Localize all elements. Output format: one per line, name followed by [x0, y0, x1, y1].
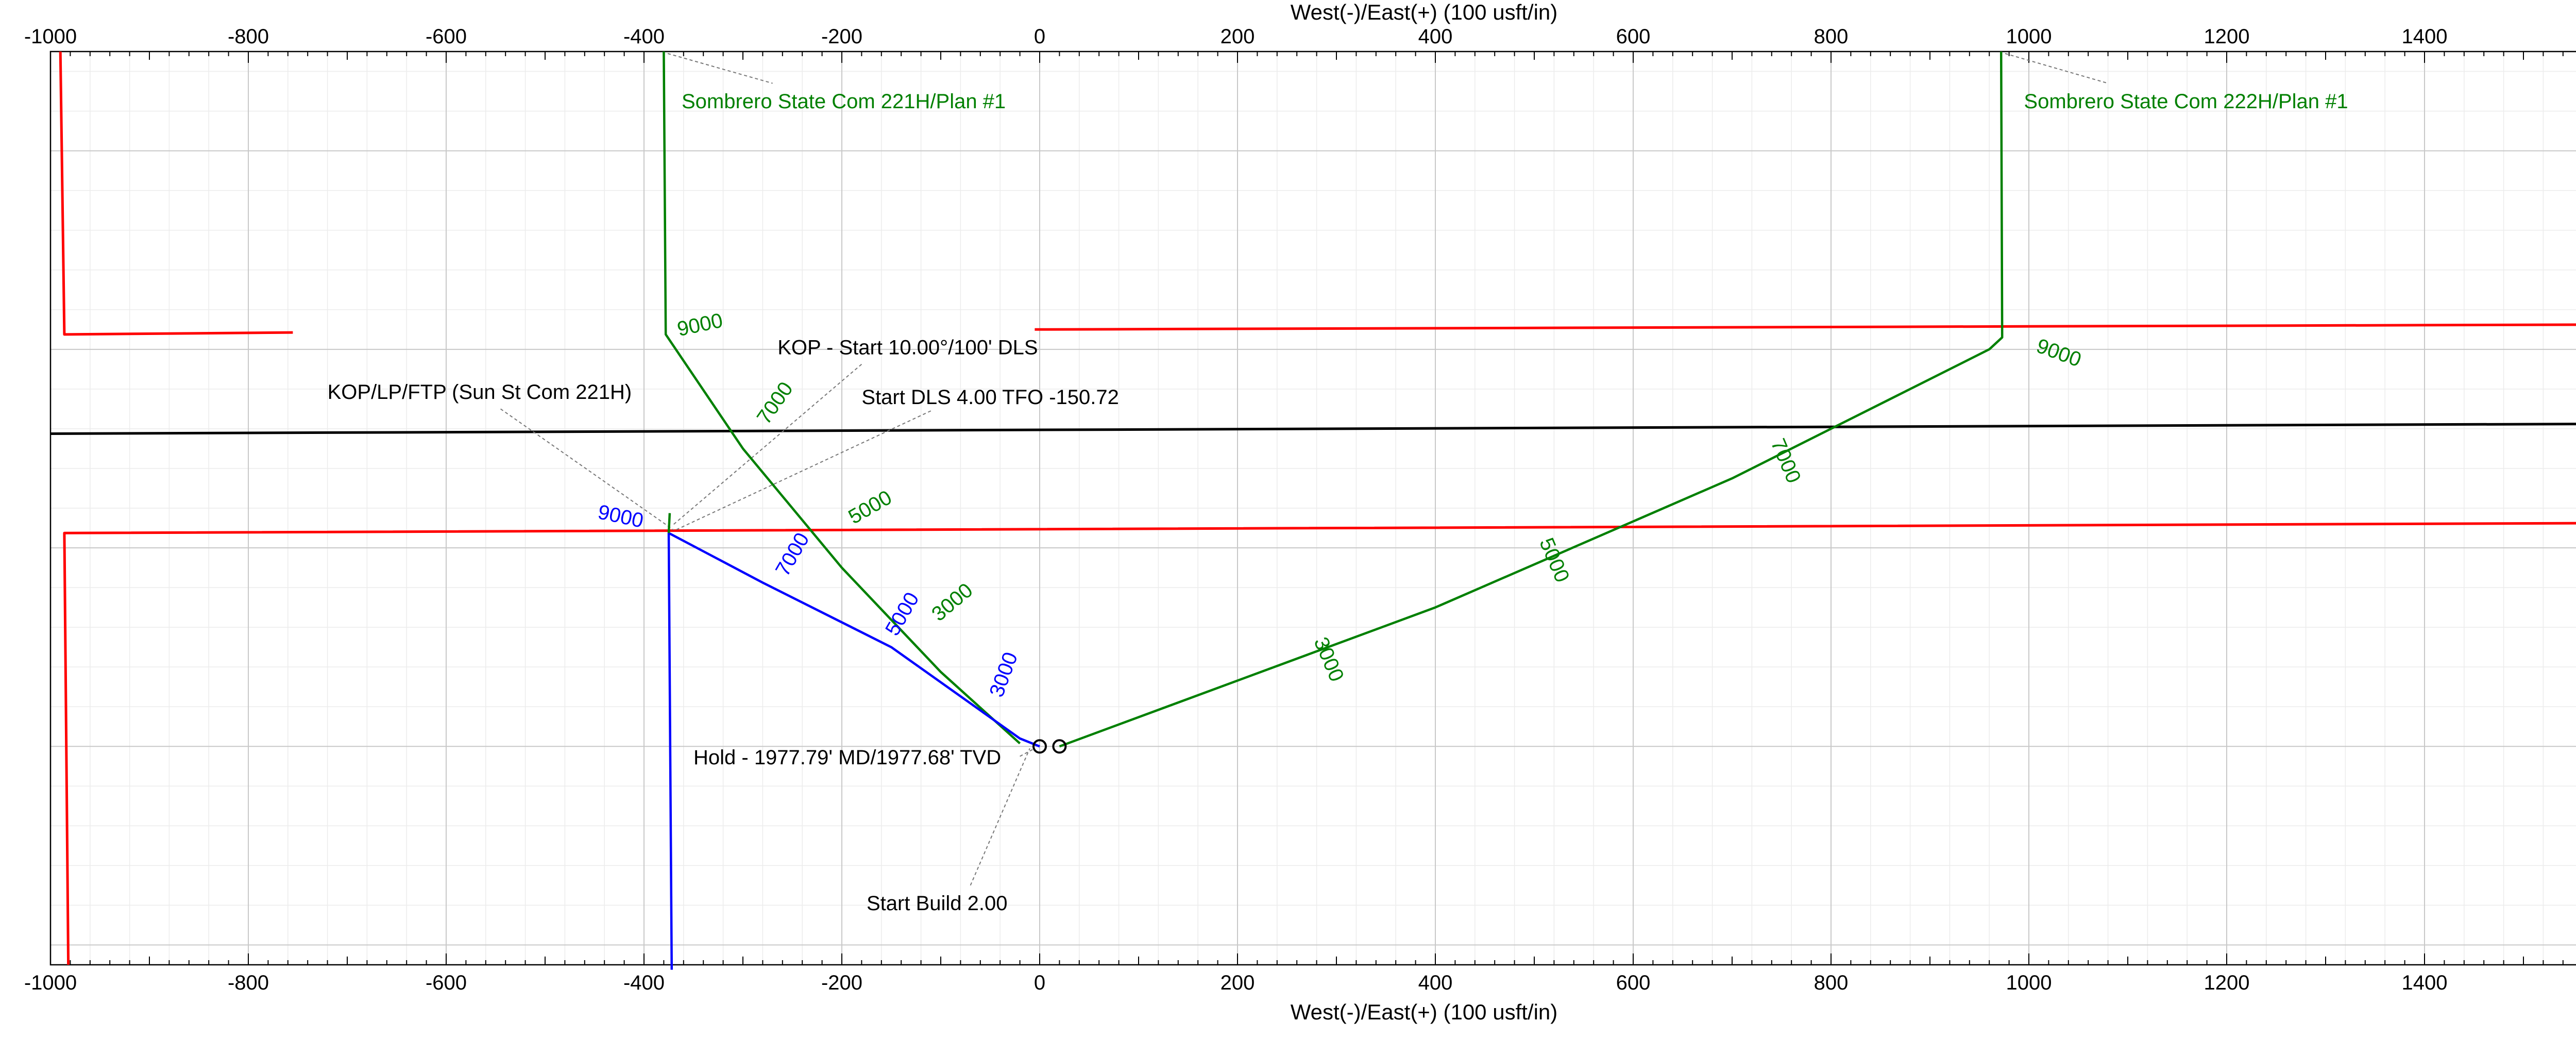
- annotation-leader: [675, 410, 931, 531]
- x-tick-label-bottom: -200: [821, 971, 862, 994]
- annotation-label: Start DLS 4.00 TFO -150.72: [861, 386, 1119, 409]
- x-tick-label-top: 800: [1814, 25, 1849, 48]
- offset-well-path: [1059, 51, 2004, 748]
- x-tick-label-bottom: -800: [228, 971, 269, 994]
- x-tick-label-top: -400: [623, 25, 665, 48]
- annotation-leader: [671, 363, 862, 527]
- well-label-leader: [2005, 53, 2108, 84]
- x-tick-label-bottom: -400: [623, 971, 665, 994]
- x-tick-label-top: 600: [1616, 25, 1651, 48]
- reference-line: [50, 423, 2576, 435]
- x-tick-label-top: 1400: [2402, 25, 2448, 48]
- subject-well-path: [667, 531, 1040, 970]
- x-axis-title-top: West(-)/East(+) (100 usft/in): [1291, 0, 1558, 24]
- boundary-line: [59, 51, 293, 336]
- boundary-line: [1035, 323, 2576, 331]
- well-name-label: Sombrero State Com 222H/Plan #1: [2024, 90, 2348, 113]
- x-tick-label-top: 200: [1221, 25, 1255, 48]
- md-depth-label: 7000: [771, 529, 814, 580]
- x-tick-label-bottom: 200: [1221, 971, 1255, 994]
- annotation-label: KOP - Start 10.00°/100' DLS: [777, 336, 1038, 359]
- md-depth-label: 5000: [881, 589, 924, 640]
- md-depth-label: 3000: [985, 649, 1022, 700]
- md-depth-label: 9000: [675, 309, 725, 341]
- x-tick-label-top: -800: [228, 25, 269, 48]
- annotation-label: KOP/LP/FTP (Sun St Com 221H): [328, 381, 632, 404]
- x-tick-label-top: 400: [1418, 25, 1453, 48]
- x-tick-label-top: 1200: [2204, 25, 2250, 48]
- surface-location-marker: [1052, 739, 1067, 754]
- md-depth-label: 9000: [2033, 334, 2084, 372]
- axis-ticks: [50, 52, 2564, 965]
- x-tick-label-bottom: 800: [1814, 971, 1849, 994]
- annotation-leader: [970, 748, 1030, 886]
- annotation-leader: [1020, 748, 1035, 757]
- x-tick-label-bottom: 1200: [2204, 971, 2250, 994]
- x-tick-label-bottom: 400: [1418, 971, 1453, 994]
- well-name-label: Sombrero State Com 221H/Plan #1: [682, 90, 1006, 113]
- x-tick-label-bottom: 1000: [2006, 971, 2052, 994]
- chart-labels: -1000 -1000 -800 -800 -600 -600 -400 -400 -200 -2…: [24, 0, 2448, 1024]
- boundary-line: [63, 522, 2576, 965]
- x-axis-title-bottom: West(-)/East(+) (100 usft/in): [1291, 1000, 1558, 1024]
- x-tick-label-bottom: 600: [1616, 971, 1651, 994]
- well-paths: [663, 51, 2004, 970]
- x-tick-label-top: -600: [426, 25, 467, 48]
- x-tick-label-bottom: 0: [1034, 971, 1045, 994]
- md-depth-label: 5000: [1535, 534, 1573, 585]
- kop-stub: [667, 513, 671, 533]
- grid: [50, 52, 2576, 965]
- x-tick-label-top: -200: [821, 25, 862, 48]
- well-label-leader: [667, 53, 773, 84]
- surface-location-marker: [1032, 739, 1047, 754]
- x-tick-label-top: 0: [1034, 25, 1045, 48]
- surface-markers: [1032, 739, 1067, 754]
- annotation-leader: [500, 408, 674, 531]
- annotation-leaders: [500, 53, 2108, 886]
- md-depth-label: 7000: [1766, 435, 1805, 487]
- x-tick-label-bottom: 1400: [2402, 971, 2448, 994]
- annotation-label: Start Build 2.00: [867, 892, 1008, 915]
- x-tick-label-bottom: -1000: [24, 971, 77, 994]
- x-tick-label-bottom: -600: [426, 971, 467, 994]
- x-tick-label-top: -1000: [24, 25, 77, 48]
- offset-well-path: [663, 51, 1021, 745]
- md-depth-label: 9000: [596, 500, 646, 532]
- md-depth-label: 5000: [844, 486, 895, 529]
- md-depth-label: 7000: [753, 378, 798, 428]
- x-tick-label-top: 1000: [2006, 25, 2052, 48]
- boundary-lines: [50, 51, 2576, 965]
- md-depth-label: 3000: [927, 579, 977, 626]
- annotation-label: Hold - 1977.79' MD/1977.68' TVD: [693, 746, 1001, 769]
